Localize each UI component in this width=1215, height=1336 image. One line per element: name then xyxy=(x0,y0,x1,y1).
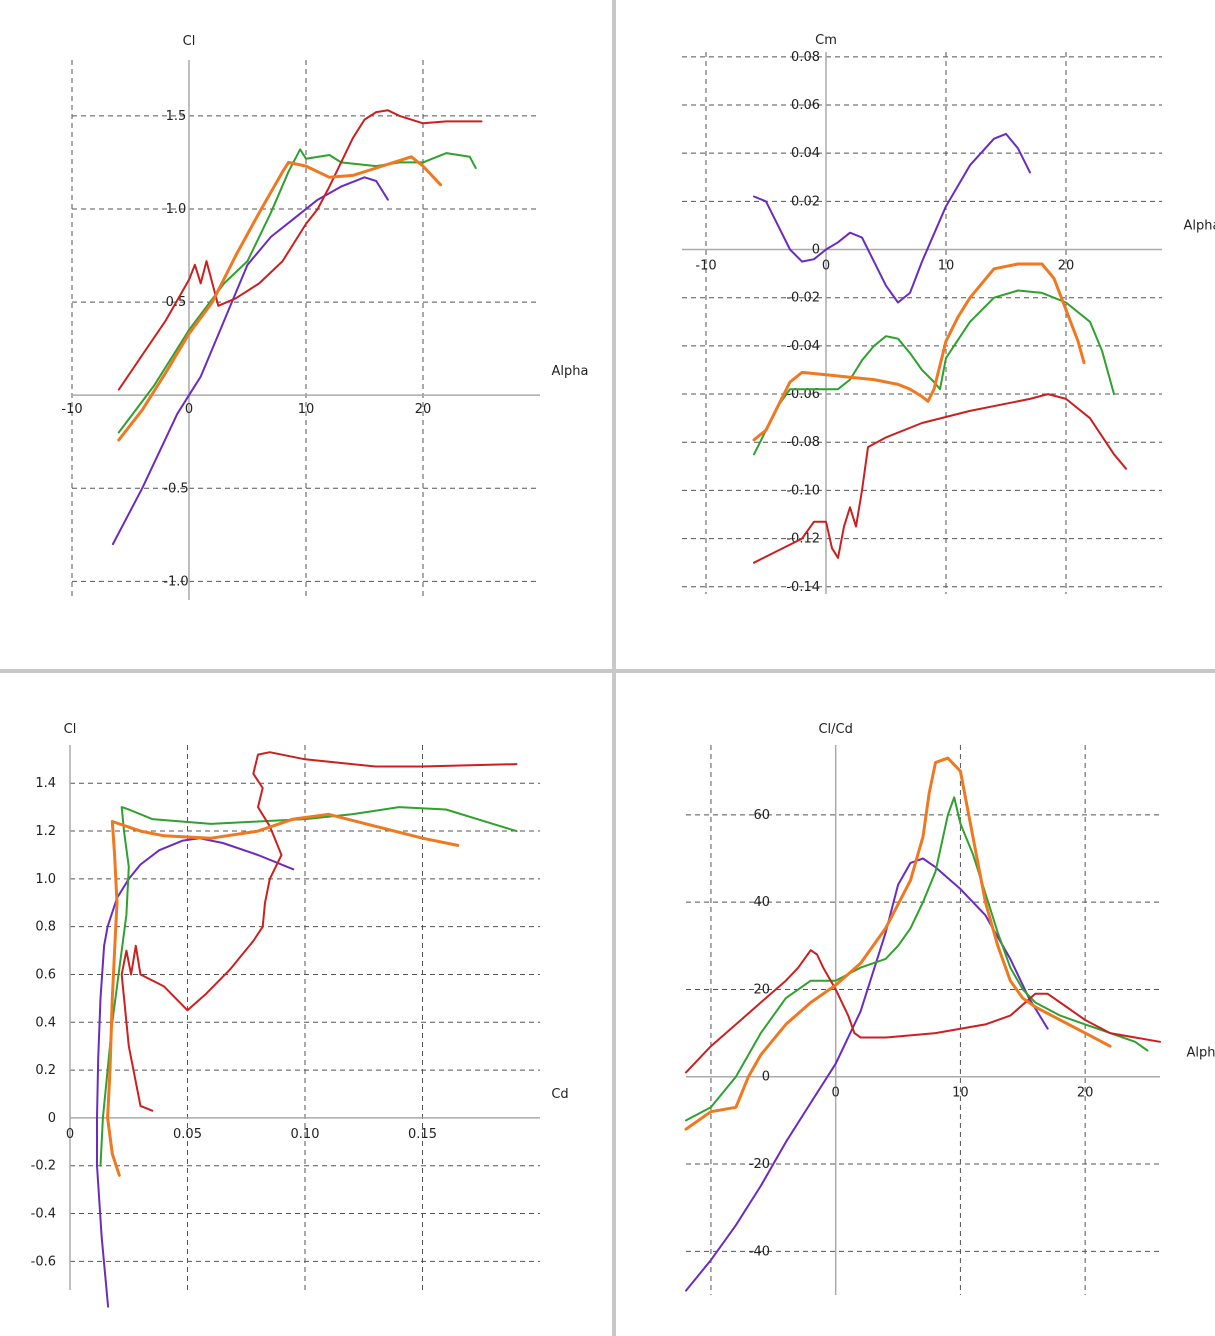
series-line-green xyxy=(753,289,1115,456)
y-tick-label: -1.0 xyxy=(163,574,188,589)
x-tick-label: 10 xyxy=(298,402,315,417)
x-tick-label: 0.15 xyxy=(408,1127,437,1142)
x-tick-label: 0 xyxy=(66,1127,74,1142)
y-tick-label: 0 xyxy=(762,1070,770,1085)
series-line-green xyxy=(685,796,1149,1122)
y-tick-label: 1.4 xyxy=(35,776,56,791)
y-tick-label: -0.5 xyxy=(163,481,188,496)
series-line-green xyxy=(117,148,477,434)
y-tick-label: -20 xyxy=(749,1157,770,1172)
y-tick-label: 0.02 xyxy=(791,194,820,209)
y-tick-label: -0.08 xyxy=(786,435,820,450)
y-tick-label: 20 xyxy=(753,982,770,997)
y-axis-title: Cl xyxy=(64,722,77,737)
y-tick-label: -0.06 xyxy=(786,387,820,402)
series-line-orange xyxy=(752,262,1086,442)
y-tick-label: 60 xyxy=(753,808,770,823)
x-tick-label: 20 xyxy=(415,402,432,417)
y-axis-title: Cl/Cd xyxy=(818,722,852,737)
y-tick-label: 1.2 xyxy=(35,824,56,839)
series-line-purple xyxy=(111,176,389,546)
x-tick-label: 0.05 xyxy=(173,1127,202,1142)
y-tick-label: 0.08 xyxy=(791,50,820,65)
series-line-orange xyxy=(117,155,443,442)
x-axis-title: Alpha xyxy=(1184,219,1215,234)
y-axis-title: Cl xyxy=(183,34,196,49)
x-tick-label: 0 xyxy=(832,1086,840,1101)
y-tick-label: 40 xyxy=(753,895,770,910)
x-tick-label: 0 xyxy=(185,402,193,417)
series-line-red xyxy=(685,949,1161,1074)
x-tick-label: -10 xyxy=(61,402,82,417)
y-tick-label: 0.6 xyxy=(35,967,56,982)
series-line-orange xyxy=(106,812,460,1177)
y-tick-label: 0.8 xyxy=(35,920,56,935)
y-tick-label: -0.4 xyxy=(31,1207,56,1222)
x-axis-title: Alpha xyxy=(552,364,589,379)
y-tick-label: -0.2 xyxy=(31,1159,56,1174)
series-line-red xyxy=(753,393,1127,564)
x-tick-label: 0 xyxy=(822,259,830,274)
y-axis-title: Cm xyxy=(815,33,837,48)
cl-vs-cd-chart: 0 0.05 0.10 0.15 1.4 1.2 1.0 0.8 0.6 0.4 0.2 0 -0.2 -… xyxy=(31,722,569,1308)
x-tick-label: 0.10 xyxy=(291,1127,320,1142)
y-tick-label: 1.5 xyxy=(166,109,187,124)
y-tick-label: 0.04 xyxy=(791,146,820,161)
y-tick-label: 0.4 xyxy=(35,1015,56,1030)
y-tick-label: -0.6 xyxy=(31,1254,56,1269)
x-axis-title: Cd xyxy=(551,1087,568,1102)
y-tick-label: 0.2 xyxy=(35,1063,56,1078)
y-tick-label: -0.02 xyxy=(786,291,820,306)
x-axis-title: Alpha xyxy=(1187,1046,1215,1061)
x-tick-label: 20 xyxy=(1058,259,1075,274)
series-line-red xyxy=(117,109,483,391)
cm-vs-alpha-chart: -10 0 10 20 0.08 0.06 0.04 0.02 0 -0.02 -0.04 -0.06… xyxy=(682,33,1215,595)
y-tick-label: 0 xyxy=(48,1111,56,1126)
series-line-purple xyxy=(685,857,1049,1292)
y-tick-label: 0 xyxy=(812,243,820,258)
x-tick-label: 20 xyxy=(1077,1086,1094,1101)
y-tick-label: -0.10 xyxy=(786,483,820,498)
x-tick-label: 10 xyxy=(938,259,955,274)
y-tick-label: 1.0 xyxy=(35,872,56,887)
y-tick-label: -0.04 xyxy=(786,339,820,354)
x-tick-label: 10 xyxy=(952,1086,969,1101)
y-tick-label: 1.0 xyxy=(166,202,187,217)
y-tick-label: -40 xyxy=(749,1244,770,1259)
x-tick-label: -10 xyxy=(695,259,716,274)
clcd-vs-alpha-chart: 0 10 20 60 40 20 0 -20 -40 Alpha Cl/Cd xyxy=(684,722,1215,1295)
series-line-orange xyxy=(684,756,1112,1131)
series-line-red xyxy=(120,751,518,1112)
y-tick-label: 0.06 xyxy=(791,98,820,113)
y-tick-label: -0.14 xyxy=(786,580,820,595)
series-line-purple xyxy=(753,132,1031,304)
